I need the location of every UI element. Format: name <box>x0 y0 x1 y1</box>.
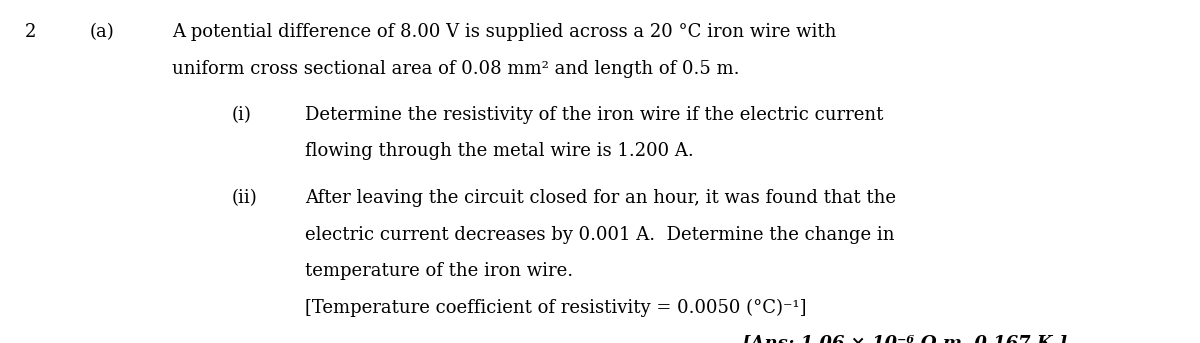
Text: 2: 2 <box>25 23 36 41</box>
Text: [Temperature coefficient of resistivity = 0.0050 (°C)⁻¹]: [Temperature coefficient of resistivity … <box>305 298 806 317</box>
Text: (ii): (ii) <box>232 189 258 207</box>
Text: flowing through the metal wire is 1.200 A.: flowing through the metal wire is 1.200 … <box>305 142 694 161</box>
Text: electric current decreases by 0.001 A.  Determine the change in: electric current decreases by 0.001 A. D… <box>305 225 894 244</box>
Text: uniform cross sectional area of 0.08 mm² and length of 0.5 m.: uniform cross sectional area of 0.08 mm²… <box>172 59 739 78</box>
Text: [Ans: 1.06 × 10⁻⁶ Ω m, 0.167 K ]: [Ans: 1.06 × 10⁻⁶ Ω m, 0.167 K ] <box>742 335 1067 343</box>
Text: Determine the resistivity of the iron wire if the electric current: Determine the resistivity of the iron wi… <box>305 106 883 124</box>
Text: After leaving the circuit closed for an hour, it was found that the: After leaving the circuit closed for an … <box>305 189 896 207</box>
Text: (i): (i) <box>232 106 252 124</box>
Text: (a): (a) <box>90 23 115 41</box>
Text: temperature of the iron wire.: temperature of the iron wire. <box>305 262 574 280</box>
Text: A potential difference of 8.00 V is supplied across a 20 °C iron wire with: A potential difference of 8.00 V is supp… <box>172 23 836 41</box>
